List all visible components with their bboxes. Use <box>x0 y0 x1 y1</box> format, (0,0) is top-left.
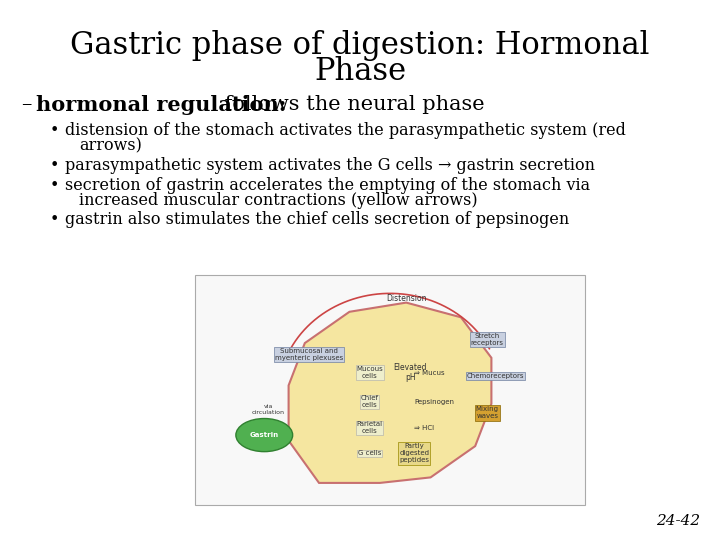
Text: •: • <box>50 212 59 228</box>
Text: Chief
cells: Chief cells <box>361 395 379 408</box>
Text: 24-42: 24-42 <box>656 514 700 528</box>
Text: ⇒ Mucus: ⇒ Mucus <box>414 369 445 375</box>
Text: Mucous
cells: Mucous cells <box>356 366 383 379</box>
Text: Stretch
receptors: Stretch receptors <box>471 333 504 346</box>
FancyBboxPatch shape <box>195 275 585 505</box>
Text: •: • <box>50 122 59 139</box>
Text: Mixing
waves: Mixing waves <box>476 407 499 420</box>
Text: Parietal
cells: Parietal cells <box>356 421 383 434</box>
Text: Pepsinogen: Pepsinogen <box>414 399 454 405</box>
Text: •: • <box>50 177 59 193</box>
Text: –: – <box>22 95 39 114</box>
Text: •: • <box>50 157 59 174</box>
Text: secretion of gastrin accelerates the emptying of the stomach via: secretion of gastrin accelerates the emp… <box>65 177 590 193</box>
Text: Partly
digested
peptides: Partly digested peptides <box>400 443 429 463</box>
Text: follows the neural phase: follows the neural phase <box>218 95 485 114</box>
Text: parasympathetic system activates the G cells → gastrin secretion: parasympathetic system activates the G c… <box>65 157 595 174</box>
Text: Distension: Distension <box>386 294 426 302</box>
Text: distension of the stomach activates the parasympathetic system (red: distension of the stomach activates the … <box>65 122 626 139</box>
Text: Gastric phase of digestion: Hormonal: Gastric phase of digestion: Hormonal <box>71 30 649 61</box>
Text: Gastrin: Gastrin <box>250 432 279 438</box>
Text: via
circulation: via circulation <box>252 404 285 415</box>
Ellipse shape <box>236 418 292 451</box>
Text: Submucosal and
myenteric plexuses: Submucosal and myenteric plexuses <box>275 348 343 361</box>
Text: hormonal regulation:: hormonal regulation: <box>36 95 287 115</box>
Text: gastrin also stimulates the chief cells secretion of pepsinogen: gastrin also stimulates the chief cells … <box>65 212 570 228</box>
Text: increased muscular contractions (yellow arrows): increased muscular contractions (yellow … <box>79 192 477 209</box>
Polygon shape <box>289 302 491 483</box>
Text: Elevated
pH: Elevated pH <box>394 363 427 382</box>
Text: arrows): arrows) <box>79 138 142 154</box>
Text: G cells: G cells <box>358 450 382 456</box>
Text: Chemoreceptors: Chemoreceptors <box>467 373 524 379</box>
Text: ⇒ HCl: ⇒ HCl <box>414 425 434 431</box>
Text: Phase: Phase <box>314 56 406 87</box>
